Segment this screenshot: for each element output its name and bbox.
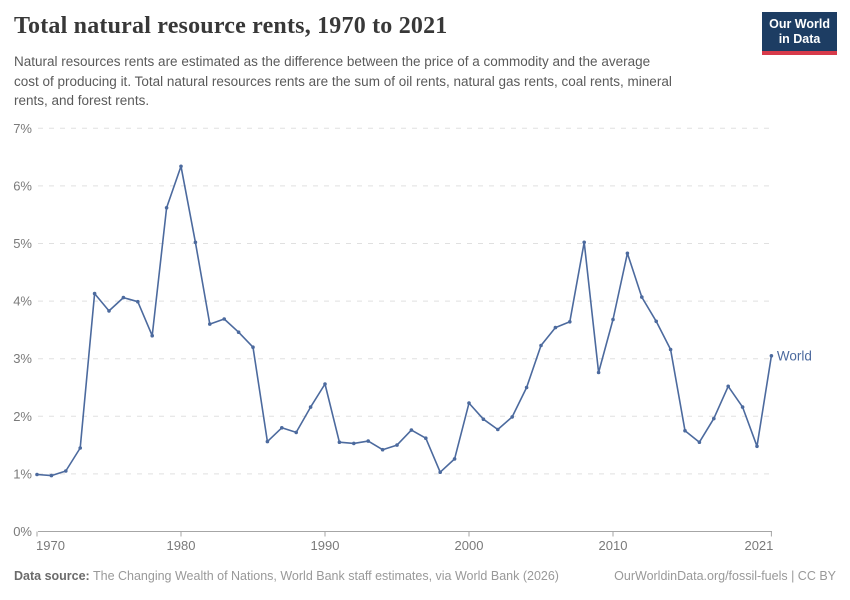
x-axis-tick-label: 2000 <box>455 538 484 553</box>
data-point[interactable] <box>164 206 169 210</box>
data-source-text: The Changing Wealth of Nations, World Ba… <box>92 569 559 583</box>
data-point[interactable] <box>78 446 82 450</box>
y-axis-tick-label: 6% <box>13 178 32 193</box>
x-axis-tick-label: 1990 <box>311 538 340 553</box>
y-axis-tick-label: 1% <box>13 466 32 481</box>
data-point[interactable] <box>668 347 673 352</box>
data-point[interactable] <box>740 405 745 409</box>
data-source-note: Data source: The Changing Wealth of Nati… <box>14 569 559 583</box>
data-point[interactable] <box>337 440 342 445</box>
data-point[interactable] <box>712 416 716 421</box>
data-point[interactable] <box>524 385 529 390</box>
data-point[interactable] <box>265 439 270 444</box>
data-source-label: Data source: <box>14 569 90 583</box>
data-point[interactable] <box>452 457 457 461</box>
data-point[interactable] <box>236 330 241 335</box>
owid-logo[interactable]: Our World in Data <box>762 12 837 55</box>
data-point[interactable] <box>179 164 183 169</box>
data-point[interactable] <box>496 427 500 432</box>
data-point[interactable] <box>582 240 586 245</box>
data-point[interactable] <box>424 436 428 441</box>
data-point[interactable] <box>539 343 543 348</box>
data-point[interactable] <box>64 469 68 473</box>
data-point[interactable] <box>308 405 313 409</box>
x-axis-tick-label: 2021 <box>744 538 773 553</box>
data-point[interactable] <box>323 382 327 386</box>
y-axis-tick-label: 4% <box>13 294 32 309</box>
x-axis-tick-label: 1970 <box>36 538 65 553</box>
x-axis-tick-label: 1980 <box>167 538 196 553</box>
chart-subtitle: Natural resources rents are estimated as… <box>14 54 672 109</box>
owid-url-license[interactable]: OurWorldinData.org/fossil-fuels | CC BY <box>614 569 836 583</box>
data-point[interactable] <box>611 317 615 322</box>
data-point[interactable] <box>568 320 572 324</box>
owid-logo-line2: in Data <box>778 32 821 46</box>
data-point[interactable] <box>280 426 284 430</box>
data-point[interactable] <box>409 428 414 432</box>
data-point[interactable] <box>352 441 356 446</box>
data-point[interactable] <box>683 428 687 433</box>
data-point[interactable] <box>136 299 140 304</box>
y-axis-tick-label: 3% <box>13 351 32 366</box>
data-point[interactable] <box>92 291 97 296</box>
data-point[interactable] <box>755 444 759 449</box>
data-point[interactable] <box>553 325 558 330</box>
series-line-world[interactable] <box>36 165 773 477</box>
data-point[interactable] <box>366 439 371 443</box>
data-point[interactable] <box>294 430 299 435</box>
owid-logo-line1: Our World <box>769 17 830 31</box>
data-point[interactable] <box>481 417 486 422</box>
data-point[interactable] <box>640 295 644 299</box>
data-point[interactable] <box>380 447 385 452</box>
data-point[interactable] <box>208 322 212 326</box>
data-point[interactable] <box>49 473 54 478</box>
data-point[interactable] <box>596 370 601 375</box>
data-point[interactable] <box>251 345 255 350</box>
data-point[interactable] <box>654 319 658 324</box>
x-axis-tick-label: 2010 <box>599 538 628 553</box>
y-axis-tick-label: 2% <box>13 409 32 424</box>
data-point[interactable] <box>150 333 154 338</box>
y-axis-tick-label: 5% <box>13 236 32 251</box>
data-point[interactable] <box>726 384 730 389</box>
data-point[interactable] <box>467 401 471 405</box>
series-end-label[interactable]: World <box>777 348 812 363</box>
y-axis-tick-label: 7% <box>13 121 32 136</box>
chart-title: Total natural resource rents, 1970 to 20… <box>14 13 448 39</box>
data-point[interactable] <box>769 354 774 358</box>
data-point[interactable] <box>35 472 39 477</box>
data-point[interactable] <box>395 443 399 447</box>
data-point[interactable] <box>193 240 198 245</box>
data-point[interactable] <box>107 309 111 313</box>
data-point[interactable] <box>222 317 226 321</box>
data-point[interactable] <box>625 251 630 256</box>
data-point[interactable] <box>697 440 702 445</box>
data-point[interactable] <box>510 415 514 419</box>
y-axis-tick-label: 0% <box>13 524 32 539</box>
data-point[interactable] <box>121 295 126 300</box>
data-point[interactable] <box>438 470 443 475</box>
